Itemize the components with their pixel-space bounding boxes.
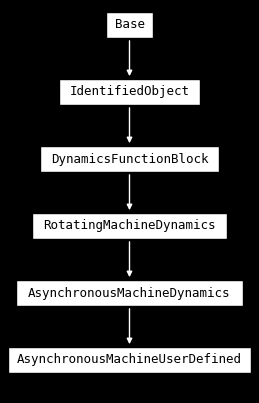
FancyBboxPatch shape [40,146,219,172]
FancyBboxPatch shape [32,213,227,239]
Text: AsynchronousMachineDynamics: AsynchronousMachineDynamics [28,287,231,299]
Text: IdentifiedObject: IdentifiedObject [69,85,190,98]
Text: Base: Base [114,19,145,31]
FancyBboxPatch shape [106,12,153,38]
Text: DynamicsFunctionBlock: DynamicsFunctionBlock [51,152,208,166]
Text: AsynchronousMachineUserDefined: AsynchronousMachineUserDefined [17,353,242,366]
FancyBboxPatch shape [59,79,200,105]
FancyBboxPatch shape [8,347,251,373]
FancyBboxPatch shape [16,280,243,306]
Text: RotatingMachineDynamics: RotatingMachineDynamics [43,220,216,233]
